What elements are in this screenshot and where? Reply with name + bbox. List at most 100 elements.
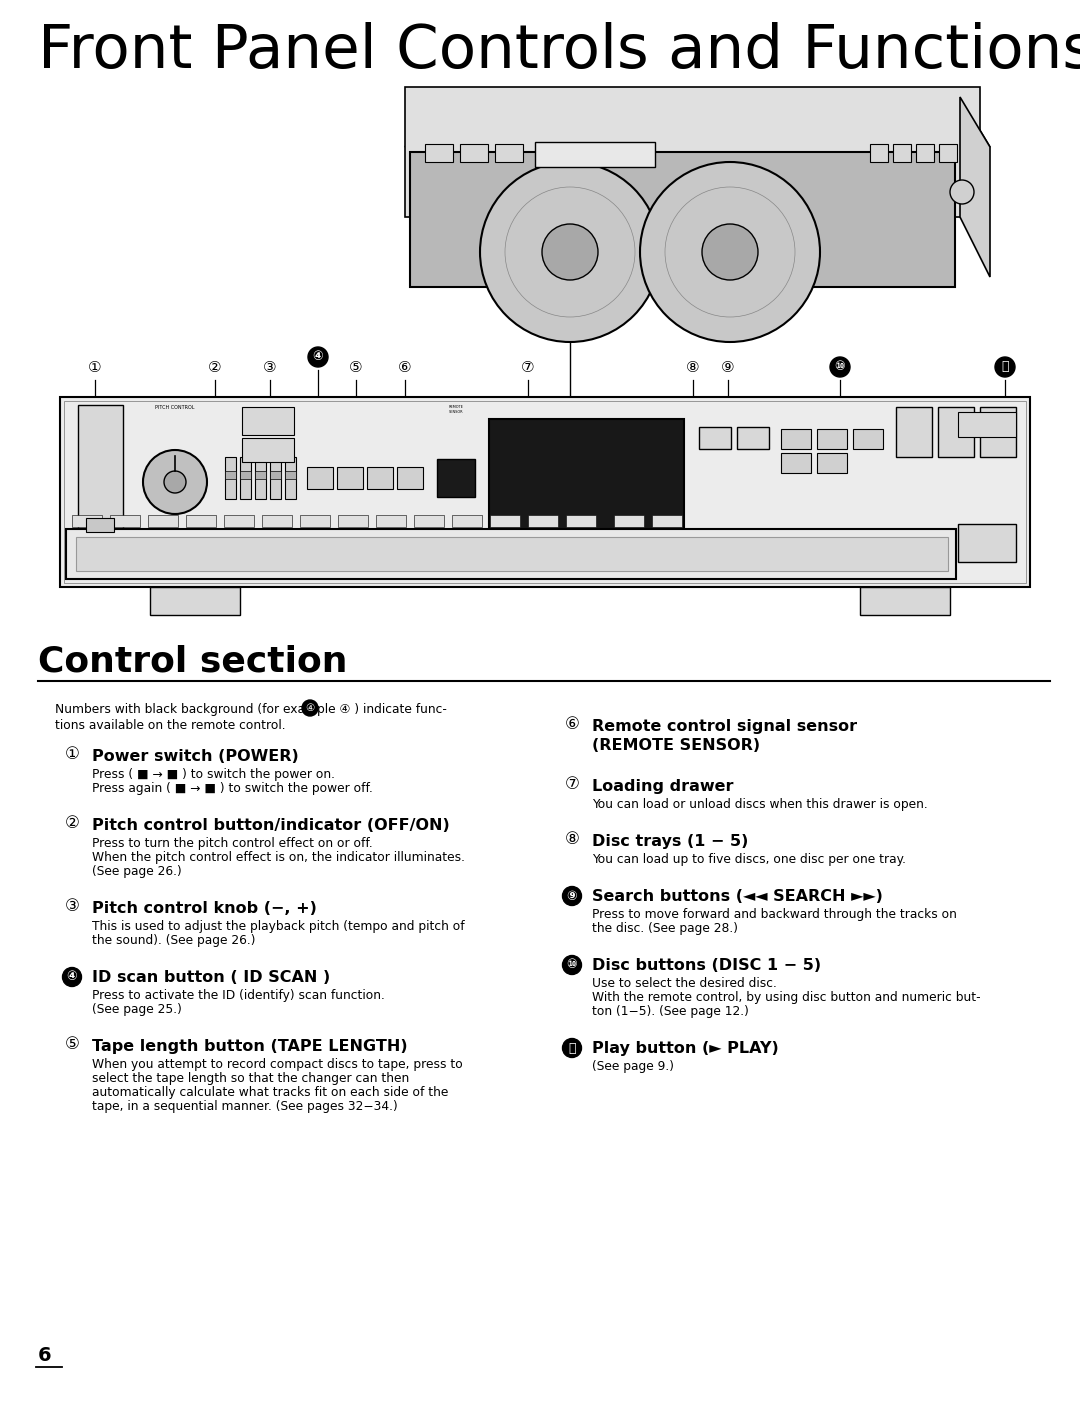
Text: ⑥: ⑥ (399, 360, 411, 374)
Bar (150, 587, 240, 615)
Bar (853, 429, 883, 449)
Bar (426, 144, 453, 162)
Bar (535, 142, 654, 167)
Bar (255, 457, 266, 499)
Text: Tape length button (TAPE LENGTH): Tape length button (TAPE LENGTH) (92, 1038, 407, 1054)
Text: TAPE
LENGTH: TAPE LENGTH (261, 446, 275, 454)
Bar (781, 453, 811, 473)
Text: ⑦: ⑦ (565, 775, 580, 794)
Text: RE-PLAY: RE-PLAY (403, 476, 417, 480)
Text: the disc. (See page 28.): the disc. (See page 28.) (592, 922, 738, 936)
Text: ⑥: ⑥ (565, 715, 580, 733)
Bar (752, 530, 800, 549)
Text: When you attempt to record compact discs to tape, press to: When you attempt to record compact discs… (92, 1058, 462, 1071)
Bar (980, 407, 1016, 457)
Bar (737, 426, 769, 449)
Bar (699, 426, 731, 449)
Text: ONE: ONE (585, 545, 593, 549)
Text: ⑪: ⑪ (568, 1041, 576, 1054)
Text: Use to select the desired disc.: Use to select the desired disc. (592, 976, 777, 991)
Text: Front Panel Controls and Functions: Front Panel Controls and Functions (38, 23, 1080, 82)
Text: STOP: STOP (908, 407, 919, 411)
Circle shape (563, 886, 581, 906)
Text: SPIRAL: SPIRAL (546, 545, 562, 549)
Text: ⏸: ⏸ (951, 428, 960, 442)
Text: DISC SKIP: DISC SKIP (977, 422, 997, 426)
Text: (See page 25.): (See page 25.) (92, 1003, 181, 1016)
Circle shape (831, 357, 850, 377)
Text: When the pitch control effect is on, the indicator illuminates.: When the pitch control effect is on, the… (92, 851, 465, 864)
Text: Press to turn the pitch control effect on or off.: Press to turn the pitch control effect o… (92, 837, 373, 850)
Circle shape (308, 348, 328, 367)
Text: Press again ( ■ → ■ ) to switch the power off.: Press again ( ■ → ■ ) to switch the powe… (92, 782, 373, 795)
Bar (240, 457, 251, 499)
Bar (86, 518, 114, 532)
Text: Disc buttons (DISC 1 − 5): Disc buttons (DISC 1 − 5) (592, 958, 821, 974)
Bar (72, 515, 102, 528)
Text: SPIRAL: SPIRAL (343, 476, 356, 480)
Text: ②: ② (65, 815, 80, 832)
Text: tape, in a sequential manner. (See pages 32−34.): tape, in a sequential manner. (See pages… (92, 1100, 397, 1113)
Polygon shape (960, 97, 990, 277)
Bar (242, 407, 294, 435)
Text: Press ( ■ → ■ ) to switch the power on.: Press ( ■ → ■ ) to switch the power on. (92, 768, 335, 781)
Text: 2: 2 (829, 435, 835, 443)
Bar (270, 471, 281, 478)
Bar (224, 515, 254, 528)
Circle shape (702, 224, 758, 280)
Text: Play button (► PLAY): Play button (► PLAY) (592, 1041, 779, 1057)
Text: Press to move forward and backward through the tracks on: Press to move forward and backward throu… (592, 908, 957, 922)
Bar (135, 545, 156, 557)
Text: automatically calculate what tracks fit on each side of the: automatically calculate what tracks fit … (92, 1086, 448, 1099)
Text: ⑧: ⑧ (565, 830, 580, 848)
Bar (697, 530, 745, 549)
Text: REMOTE
SENSOR: REMOTE SENSOR (448, 405, 463, 414)
Text: AUTO CUE: AUTO CUE (509, 545, 529, 549)
Text: ⑨: ⑨ (721, 360, 734, 374)
Bar (148, 515, 178, 528)
Bar (460, 144, 488, 162)
Text: OFF/ON: OFF/ON (138, 549, 151, 553)
Bar (939, 144, 957, 162)
Bar (225, 471, 237, 478)
Circle shape (542, 224, 598, 280)
Bar (958, 523, 1016, 561)
Bar (781, 429, 811, 449)
Circle shape (302, 701, 318, 716)
Bar (255, 471, 266, 478)
Text: ①: ① (89, 360, 102, 374)
Bar (816, 453, 847, 473)
Bar (285, 471, 296, 478)
Bar (489, 419, 684, 559)
Text: (See page 26.): (See page 26.) (92, 865, 181, 878)
Bar (66, 529, 956, 580)
Text: 5: 5 (829, 459, 835, 467)
Bar (490, 515, 519, 528)
Circle shape (563, 1038, 581, 1058)
Text: ④: ④ (306, 704, 314, 713)
Text: ③: ③ (65, 898, 80, 915)
Text: the sound). (See page 26.): the sound). (See page 26.) (92, 934, 256, 947)
Text: You can load or unload discs when this drawer is open.: You can load or unload discs when this d… (592, 798, 928, 810)
Bar (225, 457, 237, 499)
Bar (652, 515, 681, 528)
Bar (860, 587, 950, 615)
Text: Numbers with black background (for example ④ ) indicate func-: Numbers with black background (for examp… (55, 704, 447, 716)
Bar (337, 467, 363, 490)
Text: ⑪: ⑪ (1001, 360, 1009, 373)
Bar (300, 515, 330, 528)
Bar (916, 144, 934, 162)
Text: Pitch control button/indicator (OFF/ON): Pitch control button/indicator (OFF/ON) (92, 817, 449, 833)
Bar (338, 515, 368, 528)
Text: You can load up to five discs, one disc per one tray.: You can load up to five discs, one disc … (592, 853, 906, 865)
Text: ③: ③ (264, 360, 276, 374)
Bar (566, 515, 596, 528)
Text: (See page 9.): (See page 9.) (592, 1059, 674, 1074)
Bar (270, 457, 281, 499)
Text: Power switch (POWER): Power switch (POWER) (92, 749, 299, 764)
Bar (410, 152, 955, 287)
Bar (78, 405, 123, 557)
Bar (110, 515, 140, 528)
Text: 6: 6 (38, 1346, 52, 1365)
Bar (240, 471, 251, 478)
